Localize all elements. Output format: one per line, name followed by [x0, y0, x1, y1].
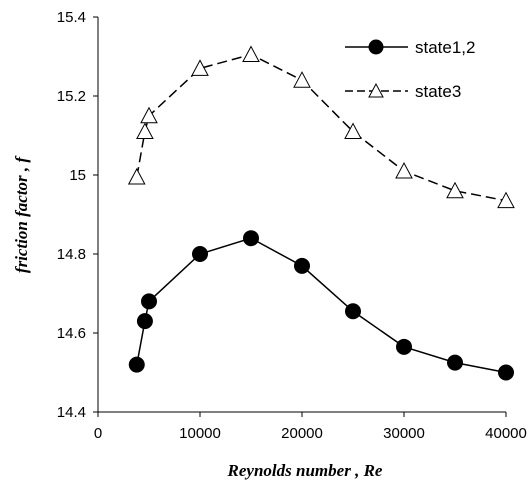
- data-point-series-1: [141, 293, 157, 310]
- data-point-series-2: [140, 106, 158, 124]
- x-tick-label: 10000: [179, 425, 221, 442]
- y-tick-label: 15.2: [57, 88, 86, 105]
- series-line-1: [136, 237, 507, 374]
- y-axis-title: friction factor , f: [12, 155, 31, 273]
- data-point-series-2: [293, 71, 311, 88]
- data-point-series-1: [498, 364, 514, 381]
- data-point-series-2: [497, 191, 515, 209]
- legend-label-state12: state1,2: [415, 38, 476, 57]
- data-point-series-2: [344, 122, 362, 140]
- series-line-2: [136, 53, 507, 202]
- data-point-series-2: [191, 59, 209, 76]
- data-point-series-1: [192, 246, 208, 262]
- data-point-series-2: [136, 122, 154, 140]
- data-point-series-2: [446, 181, 464, 199]
- x-axis-title: Reynolds number , Re: [227, 461, 383, 480]
- tick-labels: 14.4 14.6 14.8 15 15.2 15.4 0 10000 20000 30000 40…: [57, 9, 527, 442]
- data-point-series-1: [396, 338, 412, 355]
- x-tick-label: 40000: [485, 425, 527, 442]
- legend-label-state3: state3: [415, 82, 461, 101]
- y-tick-label: 14.4: [57, 404, 86, 421]
- x-tick-label: 20000: [281, 425, 323, 442]
- data-point-series-2: [127, 167, 146, 185]
- data-point-series-1: [243, 230, 259, 247]
- x-tick-label: 30000: [383, 425, 425, 442]
- data-point-series-1: [136, 313, 153, 330]
- y-tick-label: 15: [69, 167, 86, 184]
- data-point-series-1: [128, 356, 145, 373]
- legend: state1,2 state3: [345, 38, 476, 101]
- data-point-series-2: [242, 45, 260, 63]
- y-tick-label: 14.6: [57, 325, 86, 342]
- data-point-series-1: [294, 257, 310, 274]
- plot-area: [127, 45, 515, 381]
- data-point-series-1: [447, 354, 463, 371]
- legend-marker-state12: [368, 39, 384, 55]
- y-tick-label: 14.8: [57, 246, 86, 263]
- y-tick-label: 15.4: [57, 9, 86, 26]
- x-tick-label: 0: [94, 425, 102, 442]
- data-point-series-1: [345, 303, 361, 320]
- legend-marker-state3: [368, 82, 384, 98]
- data-point-series-2: [395, 161, 413, 179]
